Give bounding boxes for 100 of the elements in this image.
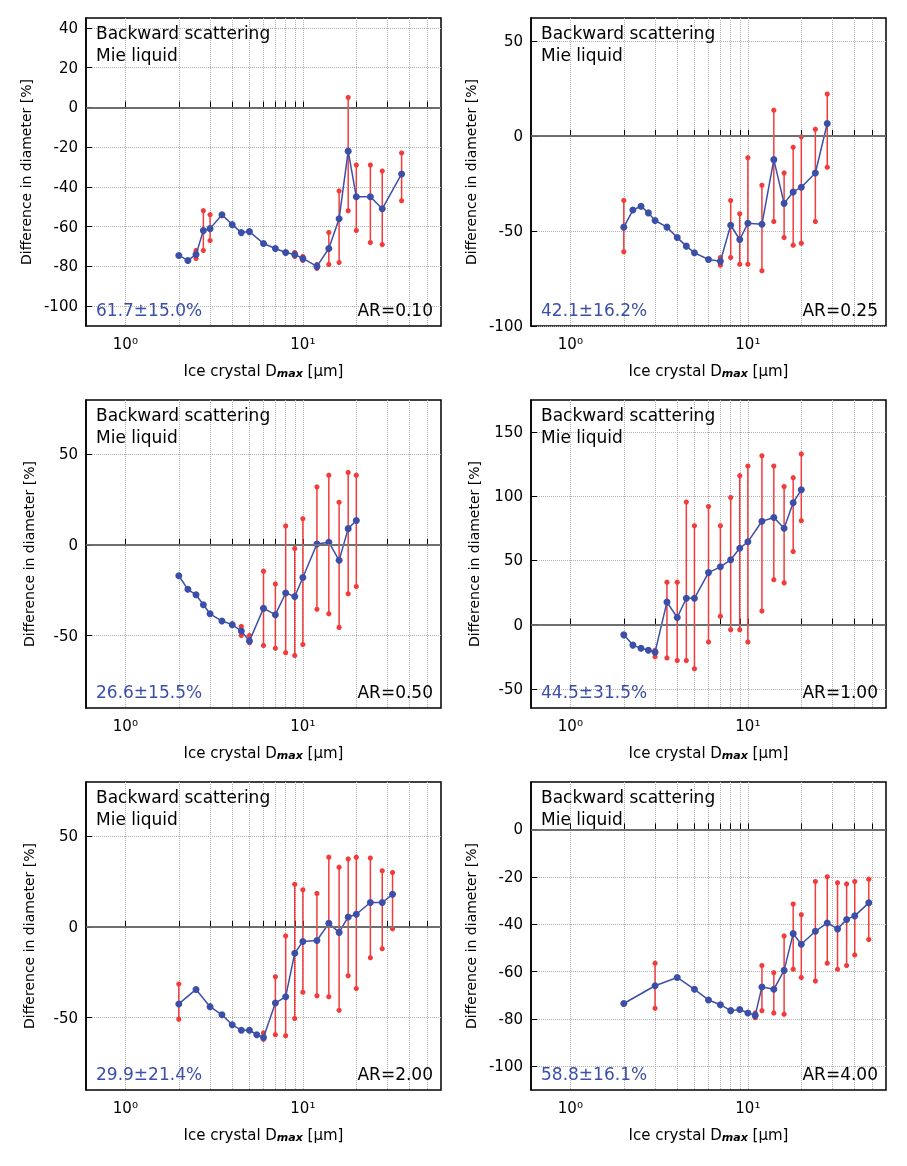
point bbox=[237, 229, 245, 237]
y-tick-label: 0 bbox=[68, 917, 78, 936]
y-tick-label: 50 bbox=[58, 445, 78, 464]
point bbox=[325, 245, 333, 252]
annotation: Backward scattering bbox=[541, 786, 716, 807]
point bbox=[811, 169, 819, 177]
annotation: 29.9±21.4% bbox=[96, 1063, 203, 1084]
y-tick-label: 40 bbox=[58, 18, 78, 37]
annotation: Backward scattering bbox=[541, 404, 716, 425]
y-axis-title: Difference in diameter [%] bbox=[21, 843, 37, 1029]
point bbox=[673, 234, 681, 242]
x-axis-title: Ice crystal Dmax [μm] bbox=[628, 1125, 789, 1144]
point bbox=[344, 147, 352, 155]
point bbox=[789, 188, 797, 196]
annotation: AR=2.00 bbox=[357, 1063, 434, 1084]
y-axis-title: Difference in diameter [%] bbox=[21, 461, 37, 647]
y-tick-label: 100 bbox=[494, 487, 523, 506]
x-tick-label: 10⁰ bbox=[112, 334, 138, 353]
y-tick-label: -50 bbox=[53, 1008, 78, 1027]
y-tick-label: 0 bbox=[513, 820, 523, 839]
point bbox=[823, 120, 831, 128]
point bbox=[260, 240, 267, 248]
x-tick-label: 10⁰ bbox=[557, 1098, 583, 1117]
annotation: AR=1.00 bbox=[802, 681, 879, 702]
annotation: AR=4.00 bbox=[802, 1063, 879, 1084]
point bbox=[282, 248, 290, 256]
point bbox=[758, 220, 766, 228]
annotation: Backward scattering bbox=[96, 404, 271, 425]
point bbox=[727, 221, 735, 229]
x-tick-label: 10⁰ bbox=[557, 334, 583, 353]
x-tick-label: 10¹ bbox=[735, 716, 761, 735]
point bbox=[366, 193, 374, 201]
point bbox=[651, 216, 659, 224]
point bbox=[271, 245, 279, 252]
x-axis-title: Ice crystal Dmax [μm] bbox=[628, 743, 789, 762]
annotation: Mie liquid bbox=[96, 808, 178, 829]
x-tick-label: 10¹ bbox=[735, 334, 761, 353]
y-tick-label: -80 bbox=[53, 257, 78, 276]
annotation: Mie liquid bbox=[96, 44, 178, 65]
point bbox=[228, 221, 236, 229]
y-axis-title: Difference in diameter [%] bbox=[18, 79, 35, 265]
y-tick-label: -20 bbox=[498, 867, 523, 886]
y-tick-label: 0 bbox=[68, 98, 78, 117]
point bbox=[218, 211, 226, 219]
point bbox=[682, 242, 690, 250]
x-tick-label: 10⁰ bbox=[557, 716, 583, 735]
annotation: Backward scattering bbox=[96, 786, 271, 807]
annotation: Mie liquid bbox=[541, 808, 623, 829]
y-axis-title: Difference in diameter [%] bbox=[463, 843, 480, 1029]
y-tick-label: 0 bbox=[513, 126, 523, 145]
x-tick-label: 10¹ bbox=[735, 1098, 761, 1117]
point bbox=[770, 156, 778, 164]
x-tick-label: 10¹ bbox=[290, 1098, 316, 1117]
point bbox=[206, 225, 214, 233]
y-tick-label: -40 bbox=[53, 177, 78, 196]
y-tick-label: 0 bbox=[513, 615, 523, 634]
y-tick-label: 50 bbox=[503, 31, 523, 50]
y-tick-label: -40 bbox=[498, 915, 523, 934]
y-tick-label: -50 bbox=[498, 679, 523, 698]
x-tick-label: 10¹ bbox=[290, 334, 316, 353]
annotation: AR=0.25 bbox=[802, 299, 879, 320]
x-axis-title: Ice crystal Dmax [μm] bbox=[183, 1125, 344, 1144]
annotation: 42.1±16.2% bbox=[541, 299, 648, 320]
x-axis-title: Ice crystal Dmax [μm] bbox=[183, 743, 344, 762]
y-tick-label: 50 bbox=[58, 827, 78, 846]
y-tick-label: 150 bbox=[494, 423, 523, 442]
y-tick-label: -100 bbox=[488, 317, 523, 335]
point bbox=[780, 199, 788, 207]
y-tick-label: -20 bbox=[53, 138, 78, 157]
y-axis-title: Difference in diameter [%] bbox=[463, 79, 480, 265]
annotation: 58.8±16.1% bbox=[541, 1063, 648, 1084]
annotation: AR=0.10 bbox=[357, 299, 434, 320]
y-tick-label: 20 bbox=[58, 58, 78, 77]
annotation: Mie liquid bbox=[96, 426, 178, 447]
annotation: 61.7±15.0% bbox=[96, 299, 203, 320]
y-tick-label: -50 bbox=[53, 626, 78, 645]
y-tick-label: -100 bbox=[488, 1057, 523, 1076]
annotation: 26.6±15.5% bbox=[96, 681, 203, 702]
point bbox=[736, 236, 744, 243]
x-tick-label: 10¹ bbox=[290, 716, 316, 735]
y-tick-label: -80 bbox=[498, 1009, 523, 1028]
y-axis-title: Difference in diameter [%] bbox=[466, 461, 482, 647]
point bbox=[335, 215, 343, 223]
y-tick-label: -100 bbox=[43, 297, 78, 316]
point bbox=[705, 255, 712, 263]
y-tick-label: -60 bbox=[53, 217, 78, 236]
annotation: Mie liquid bbox=[541, 44, 623, 65]
y-tick-label: -50 bbox=[498, 221, 523, 240]
annotation: Backward scattering bbox=[541, 22, 716, 43]
x-axis-title: Ice crystal Dmax [μm] bbox=[628, 361, 789, 380]
x-axis-title: Ice crystal Dmax [μm] bbox=[183, 361, 344, 380]
annotation: 44.5±31.5% bbox=[541, 681, 648, 702]
x-tick-label: 10⁰ bbox=[112, 716, 138, 735]
annotation: Mie liquid bbox=[541, 426, 623, 447]
point bbox=[378, 205, 386, 213]
y-tick-label: -60 bbox=[498, 962, 523, 981]
annotation: AR=0.50 bbox=[357, 681, 434, 702]
annotation: Backward scattering bbox=[96, 22, 271, 43]
y-tick-label: 50 bbox=[503, 551, 523, 570]
y-tick-label: 0 bbox=[68, 535, 78, 554]
